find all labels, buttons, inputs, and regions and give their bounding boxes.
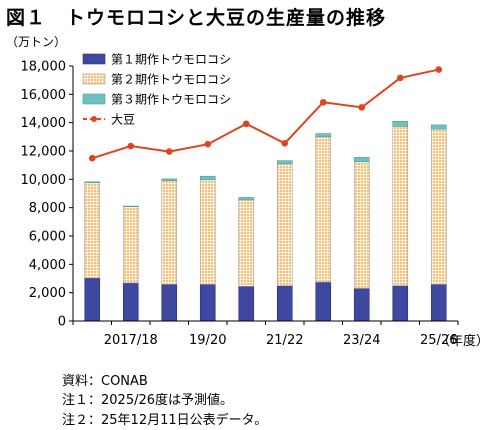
- bar-third-crop: [353, 157, 370, 163]
- bar-second-crop: [353, 161, 370, 289]
- x-axis: 2017/18 19/20 21/22 23/24 25/26: [72, 320, 459, 348]
- legend-swatch: [82, 93, 106, 105]
- legend-swatch: [82, 73, 106, 85]
- legend-label: 第３期作トウモロコシ: [111, 93, 231, 107]
- bar-first-crop: [430, 284, 447, 322]
- y-tick-label: 14,000: [21, 116, 67, 131]
- soybean-point: [396, 74, 404, 82]
- soybean-point: [88, 154, 96, 162]
- legend-swatch: [82, 53, 106, 65]
- bar-first-crop: [392, 285, 409, 322]
- bar-second-crop: [430, 128, 447, 285]
- bar-first-crop: [161, 284, 178, 322]
- bar-second-crop: [84, 182, 101, 279]
- y-axis: 0 2,000 4,000 6,000 8,000 10,000 12,000 14,000 1…: [21, 60, 74, 330]
- legend-label: 第２期作トウモロコシ: [111, 73, 231, 87]
- bar-third-crop: [122, 205, 139, 207]
- soybean-point: [435, 66, 443, 73]
- soybean-point: [281, 140, 289, 147]
- bar-second-crop: [276, 163, 293, 287]
- soybean-point: [165, 148, 173, 155]
- soybean-point: [127, 142, 135, 150]
- bar-first-crop: [84, 277, 101, 322]
- bar-third-crop: [238, 197, 255, 201]
- x-axis-suffix: （年度）: [437, 333, 489, 349]
- bar-third-crop: [430, 124, 447, 130]
- y-tick-label: 2,000: [29, 286, 66, 301]
- x-tick-label: 21/22: [266, 333, 303, 348]
- soybean-point: [242, 120, 250, 128]
- note-1: 注１：2025/26度は予測値。: [62, 393, 234, 408]
- x-tick-label: 23/24: [343, 333, 380, 348]
- y-tick-label: 4,000: [29, 258, 66, 273]
- legend-label: 第１期作トウモロコシ: [111, 53, 231, 67]
- figure-title: 図１ トウモロコシと大豆の生産量の推移: [6, 7, 387, 29]
- x-tick-label: 2017/18: [104, 333, 158, 348]
- bar-second-crop: [199, 179, 216, 285]
- soybean-line-group: [88, 66, 443, 162]
- soybean-line: [91, 68, 439, 160]
- bar-first-crop: [238, 285, 255, 322]
- y-tick-label: 0: [58, 315, 66, 330]
- x-tick-label: 19/20: [189, 333, 226, 348]
- y-tick-label: 10,000: [21, 173, 67, 188]
- bar-third-crop: [392, 120, 409, 127]
- bar-first-crop: [122, 282, 139, 322]
- note-2: 注２：25年12月11日公表データ。: [62, 413, 268, 428]
- bar-third-crop: [276, 160, 293, 165]
- source-note: 資料：CONAB: [62, 374, 148, 389]
- bar-third-crop: [199, 175, 216, 181]
- soybean-point: [358, 104, 366, 111]
- bar-second-crop: [161, 180, 178, 285]
- bar-second-crop: [392, 126, 409, 287]
- y-unit-label: （万トン）: [6, 35, 66, 49]
- bar-first-crop: [199, 284, 216, 322]
- y-tick-label: 8,000: [29, 201, 66, 216]
- x-tick-label: 25/26: [420, 333, 457, 348]
- soybean-point: [319, 98, 327, 106]
- legend-line-marker: [91, 116, 97, 122]
- bar-series-group: [84, 120, 447, 322]
- y-tick-label: 16,000: [21, 88, 67, 103]
- soybean-point: [204, 140, 212, 148]
- y-tick-label: 6,000: [29, 230, 66, 245]
- bar-second-crop: [122, 206, 139, 284]
- y-tick-label: 12,000: [21, 145, 67, 160]
- y-tick-label: 18,000: [21, 60, 67, 75]
- bar-second-crop: [238, 199, 255, 287]
- bar-first-crop: [353, 288, 370, 322]
- bar-first-crop: [276, 285, 293, 322]
- bar-first-crop: [315, 281, 332, 322]
- bar-third-crop: [161, 178, 178, 181]
- legend-label: 大豆: [111, 113, 135, 127]
- bar-third-crop: [84, 181, 101, 184]
- bar-second-crop: [315, 136, 332, 283]
- bar-third-crop: [315, 133, 332, 138]
